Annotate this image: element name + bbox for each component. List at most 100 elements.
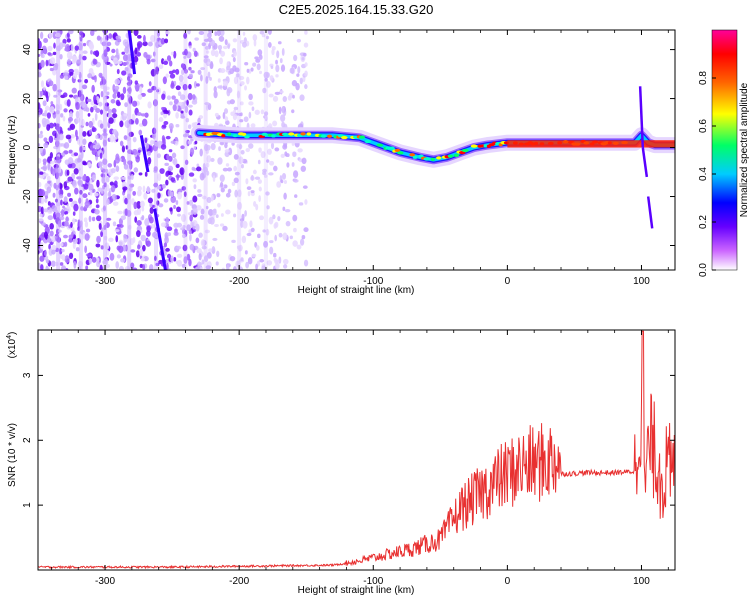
spectrogram-speckle <box>122 86 127 94</box>
spectrogram-speckle <box>67 176 73 182</box>
spectrogram-speckle <box>64 47 69 52</box>
spectrogram-speckle <box>268 160 275 166</box>
spectrogram-speckle <box>275 59 278 65</box>
spectrogram-speckle <box>147 156 152 165</box>
spectrogram-speckle <box>169 207 173 212</box>
spectrogram-speckle <box>38 122 41 129</box>
spectrogram-speckle <box>240 257 244 262</box>
spectrogram-speckle <box>108 237 114 243</box>
spectrogram-speckle <box>207 37 213 43</box>
spectrogram-speckle <box>121 181 127 189</box>
spectrogram-speckle <box>137 35 142 39</box>
spectrogram-speckle <box>154 255 157 262</box>
spectrogram-speckle <box>263 240 269 248</box>
spectrogram-speckle <box>199 148 203 157</box>
spectrogram-speckle <box>217 44 223 51</box>
spectrogram-speckle <box>303 227 309 233</box>
spectrogram-peak <box>221 134 226 138</box>
spectrogram-speckle <box>77 266 82 270</box>
spectrogram-speckle <box>189 243 195 251</box>
spectrogram-speckle <box>163 120 169 125</box>
spectrogram-speckle <box>99 109 104 115</box>
spectrogram-speckle <box>163 109 168 113</box>
spectrogram-speckle <box>92 50 98 56</box>
spectrogram-speckle <box>114 156 120 164</box>
spectrogram-speckle <box>142 244 146 252</box>
spectrogram-speckle <box>142 264 146 270</box>
spectrogram-speckle <box>96 215 102 222</box>
spectrogram-speckle <box>147 101 152 109</box>
x-tick-label: 0 <box>505 276 511 287</box>
spectrogram-speckle <box>122 186 128 191</box>
spectrogram-speckle <box>175 163 180 169</box>
spectrogram-speckle <box>68 198 73 202</box>
spectrogram-speckle <box>179 80 184 87</box>
spectrogram-speckle <box>173 256 177 262</box>
spectrogram-speckle <box>92 145 97 149</box>
spectrogram-speckle <box>238 156 244 165</box>
spectrogram-speckle <box>225 209 231 215</box>
spectrogram-speckle <box>268 93 274 98</box>
spectrogram-speckle <box>99 152 103 159</box>
spectrogram-speckle <box>113 57 118 65</box>
spectrogram-speckle <box>289 67 294 74</box>
spectrogram-speckle <box>110 168 116 174</box>
spectrogram-speckle <box>42 120 47 128</box>
spectrogram-speckle <box>91 216 96 222</box>
spectrogram-speckle <box>265 81 271 88</box>
spectrogram-speckle <box>44 195 49 199</box>
spectrogram-speckle <box>231 239 236 244</box>
x-tick-label: 100 <box>633 576 650 587</box>
spectrogram-speckle <box>110 184 116 193</box>
spectrogram-speckle <box>105 217 112 221</box>
snr-plot: -300 -200 -100 0 100 1 2 3 Height of straight … <box>6 329 676 596</box>
spectrogram-speckle <box>162 76 167 85</box>
spectrogram-speckle <box>266 159 270 163</box>
spectrogram-speckle <box>151 127 157 135</box>
spectrogram-speckle <box>167 189 172 197</box>
spectrogram-speckle <box>149 139 154 146</box>
spectrogram-speckle <box>184 48 188 56</box>
spectrogram-speckle <box>233 165 238 172</box>
spectrogram-speckle <box>75 110 80 119</box>
spectrogram-speckle <box>145 142 150 150</box>
colorbar-tick-label: 0.6 <box>698 119 709 133</box>
spectrogram-speckle <box>43 49 48 55</box>
spectrogram-speckle <box>43 86 46 91</box>
spectrogram-speckle <box>281 106 285 114</box>
spectrogram-speckle <box>214 112 219 117</box>
spectrogram-speckle <box>224 116 229 122</box>
y-tick-label: 0 <box>22 144 33 150</box>
spectrogram-speckle <box>112 221 117 227</box>
spectrogram-speckle <box>42 164 48 172</box>
spectrogram-speckle <box>280 114 286 122</box>
spectrogram-speckle <box>258 195 261 202</box>
spectrogram-speckle <box>41 196 45 205</box>
spectrogram-speckle <box>215 261 219 266</box>
spectrogram-speckle <box>186 224 191 232</box>
spectrogram-speckle <box>281 47 285 56</box>
spectrogram-speckle <box>180 227 184 231</box>
spectrogram-speckle <box>110 98 116 104</box>
spectrogram-speckle <box>52 192 56 198</box>
spectrogram-speckle <box>214 50 219 58</box>
spectrogram-speckle <box>244 210 247 217</box>
spectrogram-speckle <box>77 219 81 227</box>
spectrogram-streak <box>127 30 132 270</box>
spectrogram-speckle <box>74 129 78 138</box>
spectrogram-speckle <box>217 157 223 165</box>
spectrogram-speckle <box>68 252 74 260</box>
spectrogram-speckle <box>116 254 121 259</box>
colorbar-tick-label: 0.8 <box>698 71 709 85</box>
spectrogram-speckle <box>227 188 232 194</box>
spectrogram-speckle <box>196 248 202 254</box>
spectrogram-speckle <box>242 31 246 36</box>
spectrogram-speckle <box>39 171 44 175</box>
spectrogram-speckle <box>169 73 176 79</box>
spectrogram-speckle <box>122 39 129 47</box>
spectrogram-diagonal <box>127 30 137 75</box>
spectrogram-peak <box>271 134 276 138</box>
spectrogram-speckle <box>78 54 82 61</box>
spectrogram-speckle <box>124 102 128 108</box>
spectrogram-speckle <box>229 99 235 105</box>
